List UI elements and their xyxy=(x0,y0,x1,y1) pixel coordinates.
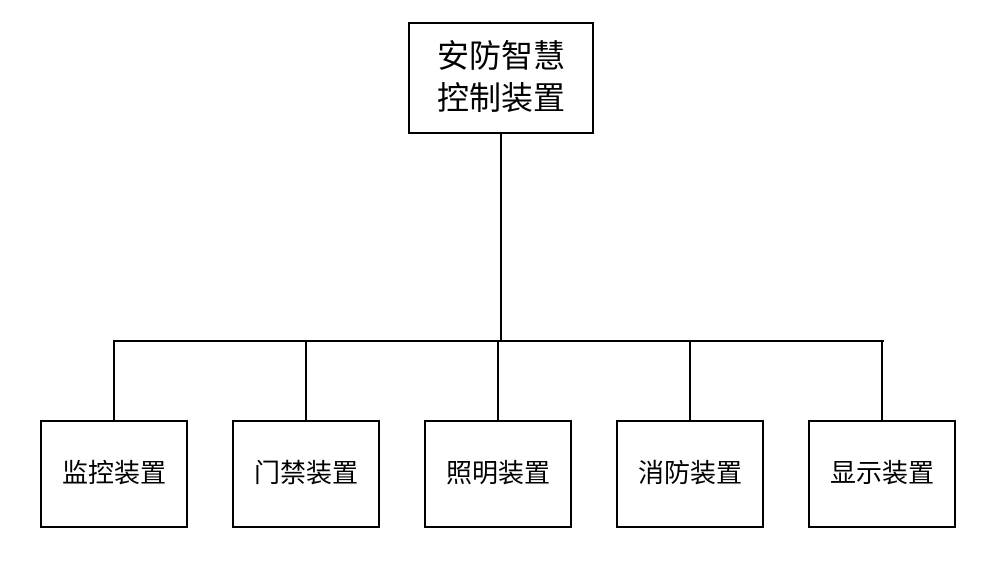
root-node: 安防智慧 控制装置 xyxy=(408,22,594,134)
drop-connector-2 xyxy=(497,340,499,420)
root-label: 安防智慧 控制装置 xyxy=(437,36,565,119)
child-label-3: 消防装置 xyxy=(638,458,742,489)
child-label-1: 门禁装置 xyxy=(254,458,358,489)
child-node-3: 消防装置 xyxy=(616,420,764,528)
drop-connector-4 xyxy=(881,340,883,420)
drop-connector-3 xyxy=(689,340,691,420)
child-label-4: 显示装置 xyxy=(830,458,934,489)
root-label-line1: 安防智慧 xyxy=(437,38,565,74)
trunk-connector xyxy=(500,134,502,340)
child-node-1: 门禁装置 xyxy=(232,420,380,528)
root-label-line2: 控制装置 xyxy=(437,80,565,116)
horizontal-bus xyxy=(114,340,884,342)
child-node-0: 监控装置 xyxy=(40,420,188,528)
child-label-2: 照明装置 xyxy=(446,458,550,489)
child-node-4: 显示装置 xyxy=(808,420,956,528)
drop-connector-0 xyxy=(113,340,115,420)
child-label-0: 监控装置 xyxy=(62,458,166,489)
drop-connector-1 xyxy=(305,340,307,420)
child-node-2: 照明装置 xyxy=(424,420,572,528)
